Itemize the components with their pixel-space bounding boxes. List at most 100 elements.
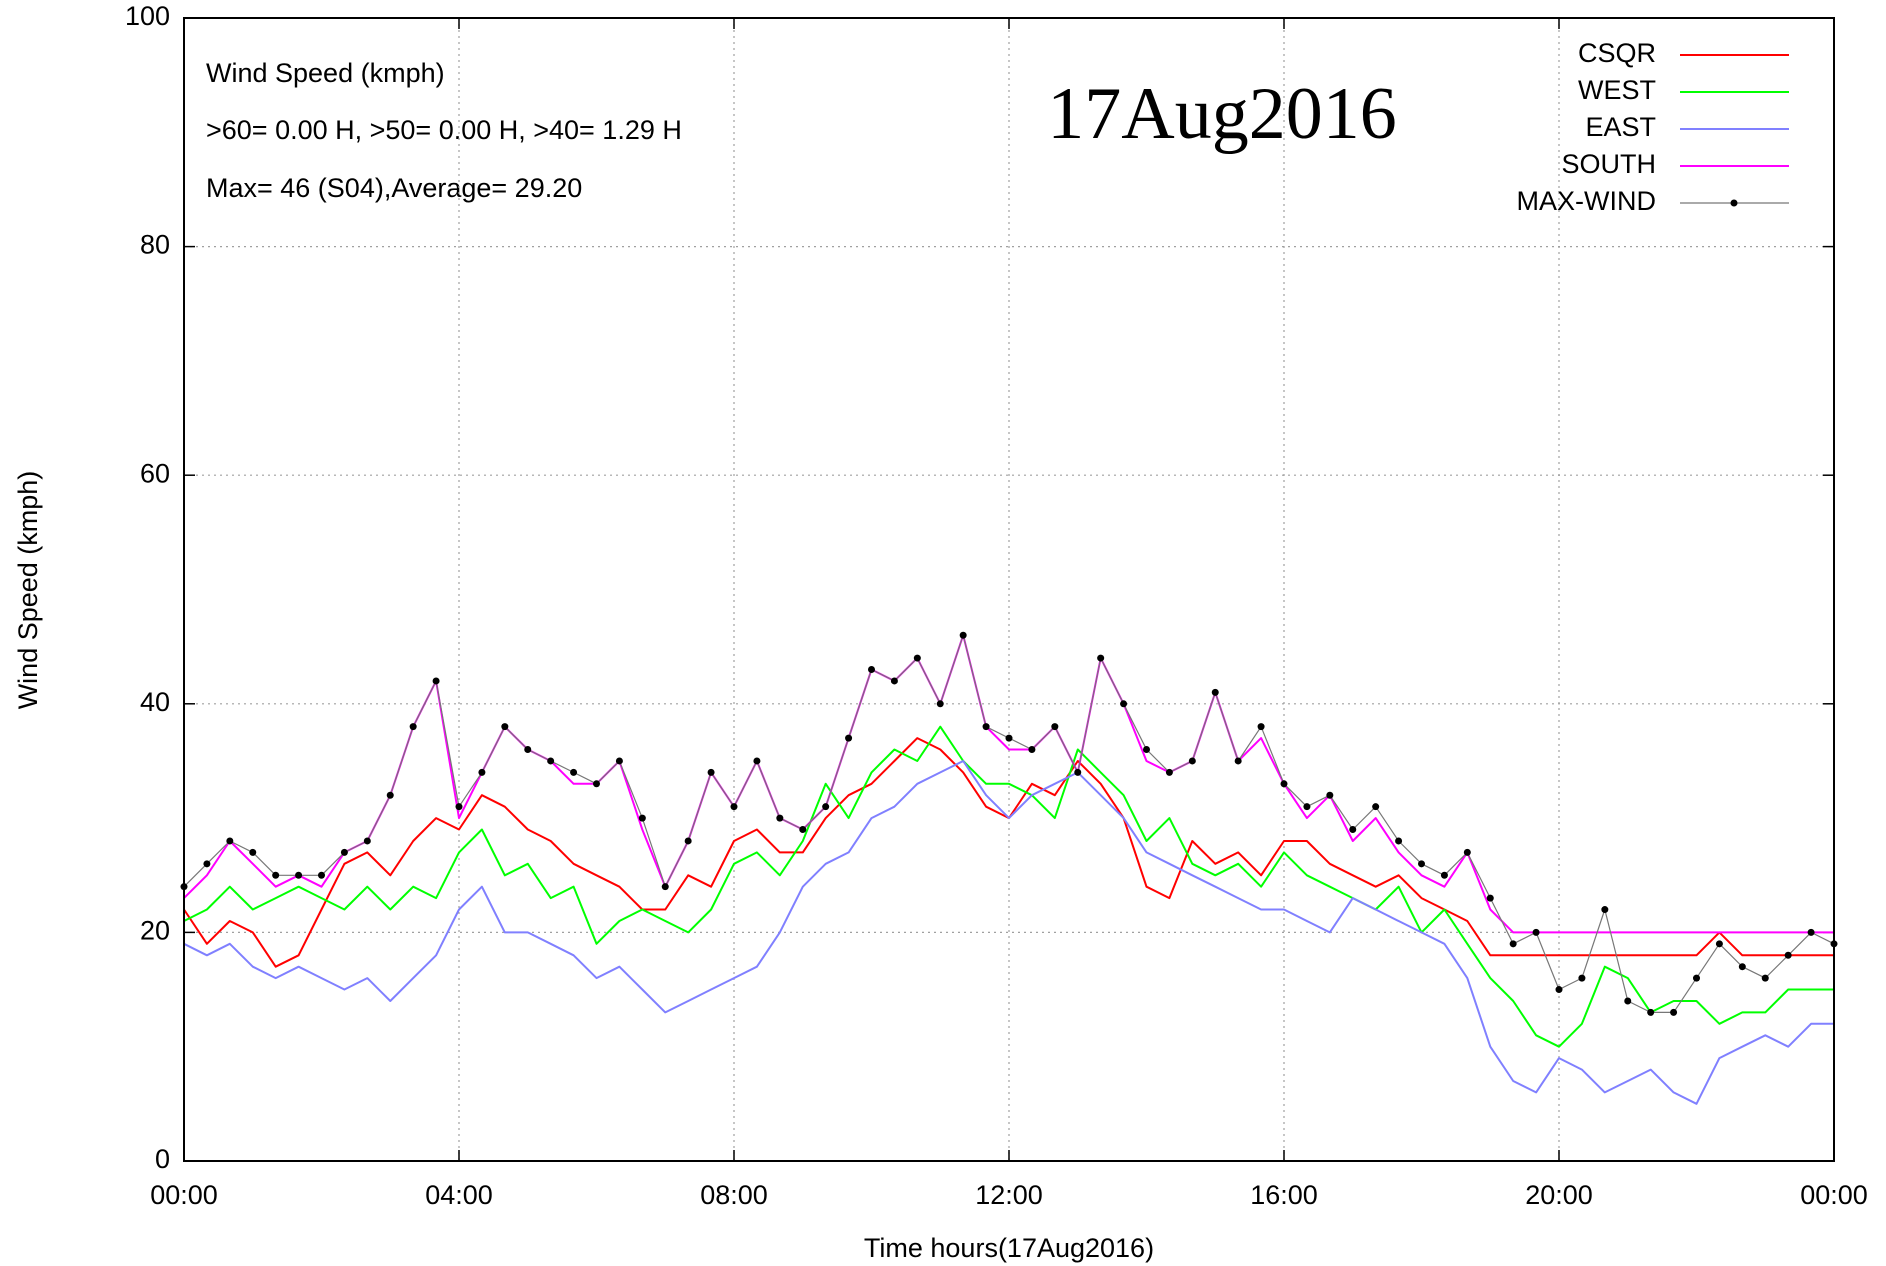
data-point [524,746,532,754]
x-tick-label: 00:00 [150,1180,218,1210]
x-tick-label: 04:00 [425,1180,493,1210]
data-point [226,837,234,845]
legend-label: WEST [1578,75,1656,105]
annotation: Wind Speed (kmph) [206,58,445,88]
data-point [1028,746,1036,754]
data-point [455,803,463,811]
data-point [615,757,623,765]
y-tick-label: 80 [140,230,170,260]
data-point [1211,688,1219,696]
annotation: Max= 46 (S04),Average= 29.20 [206,173,582,203]
data-point [1532,928,1540,936]
legend-label: MAX-WIND [1517,186,1656,216]
data-point [1670,1008,1678,1016]
data-point [318,871,325,879]
y-tick-label: 0 [155,1144,170,1174]
data-point [272,871,280,879]
annotation: >60= 0.00 H, >50= 0.00 H, >40= 1.29 H [206,115,682,145]
x-tick-label: 08:00 [700,1180,768,1210]
data-point [1120,700,1128,708]
data-point [478,768,486,776]
data-point [570,768,578,776]
legend-label: CSQR [1578,38,1656,68]
data-point [1326,791,1334,799]
data-point [1418,860,1425,868]
data-point [1143,746,1150,754]
data-point [203,860,211,868]
data-point [1165,768,1173,776]
data-point [1074,768,1082,776]
y-tick-label: 40 [140,687,170,717]
data-point [1555,986,1563,994]
data-point [1395,837,1403,845]
data-point [1738,963,1746,971]
legend-swatch-dot [1730,199,1738,207]
data-point [1005,734,1013,742]
plot-frame [183,17,1835,1162]
data-point [1647,1008,1655,1016]
x-tick-label: 20:00 [1525,1180,1593,1210]
data-point [1509,940,1517,948]
x-axis-label: Time hours(17Aug2016) [864,1233,1154,1263]
data-point [1784,951,1792,959]
y-axis-label: Wind Speed (kmph) [13,471,43,710]
data-point [661,883,669,891]
data-point [1486,894,1494,902]
data-point [913,654,921,662]
data-point [822,803,830,811]
series-line [183,760,1834,1105]
data-point [547,757,555,765]
data-point [982,723,990,731]
data-point [1715,940,1723,948]
data-point [1440,871,1448,879]
data-point [1280,780,1288,788]
data-point [432,677,440,685]
data-point [707,768,715,776]
data-point [638,814,646,822]
data-point [1097,654,1105,662]
data-point [1372,803,1380,811]
data-point [684,837,692,845]
data-point [1303,803,1311,811]
y-tick-label: 100 [125,1,170,31]
data-point [1624,997,1632,1005]
data-point [363,837,371,845]
data-point [1349,826,1357,834]
data-point [386,791,394,799]
data-point [249,848,257,856]
data-point [1051,723,1059,731]
data-point [340,848,348,856]
x-tick-label: 12:00 [975,1180,1043,1210]
data-point [1234,757,1242,765]
data-point [1463,848,1471,856]
date-stamp: 17Aug2016 [1047,73,1396,155]
x-tick-label: 16:00 [1250,1180,1318,1210]
series-line [183,725,1834,1048]
data-point [1257,723,1265,731]
data-point [593,780,600,788]
data-point [936,700,944,708]
data-point [1761,974,1769,982]
y-tick-label: 20 [140,916,170,946]
series-line [183,634,1834,934]
data-point [799,826,807,834]
data-point [1807,928,1815,936]
data-point [409,723,417,731]
data-point [1578,974,1586,982]
y-tick-label: 60 [140,458,170,488]
legend-label: EAST [1585,112,1656,142]
data-point [1188,757,1196,765]
data-point [776,814,784,822]
data-point [501,723,509,731]
data-point [845,734,853,742]
data-point [1601,906,1609,914]
data-point [1693,974,1700,982]
data-point [868,666,875,674]
data-point [295,871,303,879]
data-point [890,677,898,685]
data-point [959,631,967,639]
x-tick-label: 00:00 [1800,1180,1868,1210]
legend-label: SOUTH [1562,149,1657,179]
